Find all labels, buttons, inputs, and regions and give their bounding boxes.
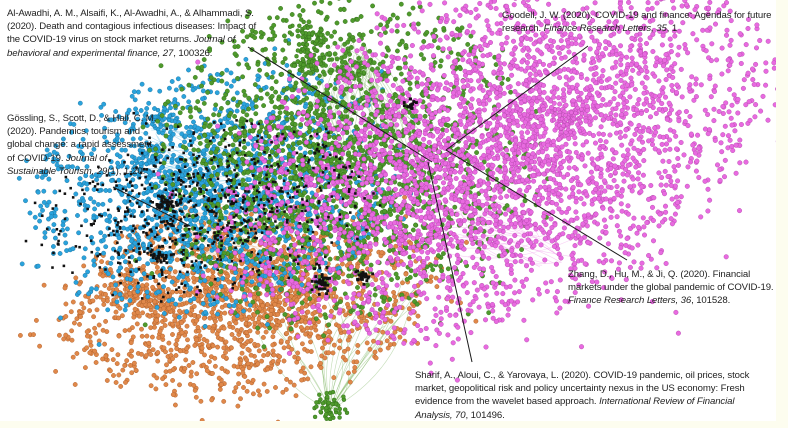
pointer-line-zhang: [445, 149, 628, 261]
reference-journal: Finance Research Letters, 36: [568, 295, 692, 307]
pointer-line-sharif: [427, 161, 473, 363]
pointer-line-alawadhi: [247, 46, 433, 163]
reference-pages: , 101528.: [691, 295, 731, 307]
reference-authors: Goodell, J. W. (2020). COVID-19 and fina…: [502, 10, 772, 35]
reference-authors: Zhang, D., Hu, M., & Ji, Q. (2020). Fina…: [568, 269, 774, 294]
pointer-line-goodell: [445, 45, 589, 151]
reference-pages: , 100326.: [173, 47, 213, 59]
reference-label-goodell: Goodell, J. W. (2020). COVID-19 and fina…: [502, 9, 787, 35]
reference-journal: Journal of behavioral and experimental f…: [7, 34, 236, 59]
reference-authors: Gössling, S., Scott, D., & Hall, C. M. (…: [7, 113, 157, 164]
reference-pages: , 1: [666, 23, 678, 35]
reference-label-sharif: Sharif, A., Aloui, C., & Yarovaya, L. (2…: [415, 369, 770, 422]
reference-pages: , 101496.: [465, 409, 505, 421]
citation-network-graph: [16, 0, 776, 421]
pointer-lines: [112, 45, 628, 363]
reference-label-al-awadhi: Al-Awadhi, A. M., Alsaifi, K., Al-Awadhi…: [7, 7, 269, 60]
reference-authors: Al-Awadhi, A. M., Alsaifi, K., Al-Awadhi…: [7, 8, 257, 46]
reference-label-zhang: Zhang, D., Hu, M., & Ji, Q. (2020). Fina…: [568, 268, 778, 308]
pointer-line-gossling: [112, 186, 191, 227]
reference-pages: (1), 1-20.: [107, 165, 146, 177]
reference-journal: Journal of Sustainable Tourism, 29: [7, 152, 108, 177]
reference-authors: Sharif, A., Aloui, C., & Yarovaya, L. (2…: [415, 370, 750, 408]
reference-journal: Finance Research Letters, 35: [543, 23, 667, 35]
network-nodes: [16, 0, 776, 421]
reference-label-gossling: Gössling, S., Scott, D., & Hall, C. M. (…: [7, 112, 157, 178]
reference-journal: International Review of Financial Analys…: [415, 396, 735, 421]
figure-canvas: Al-Awadhi, A. M., Alsaifi, K., Al-Awadhi…: [0, 0, 776, 421]
